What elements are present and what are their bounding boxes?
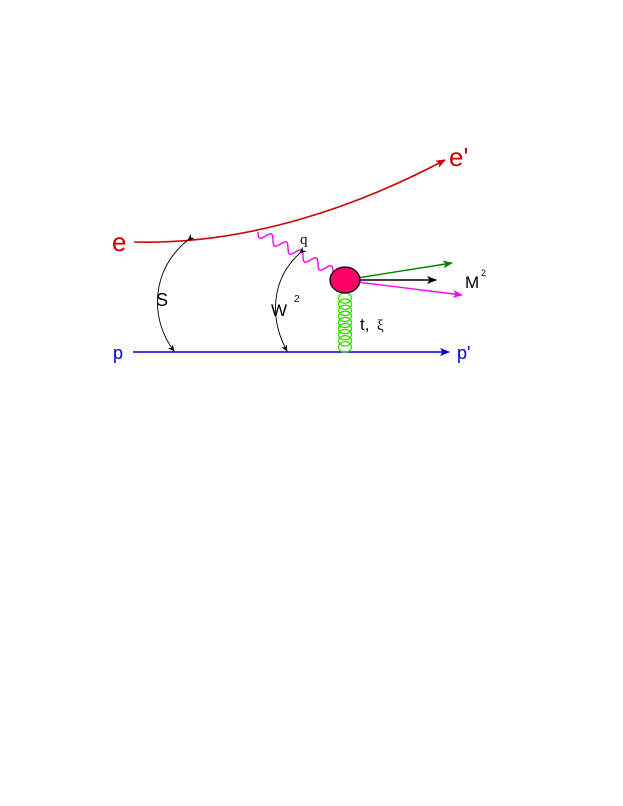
label-s: S bbox=[156, 290, 168, 310]
label-m: M bbox=[465, 273, 479, 292]
label-e-in: e bbox=[112, 227, 126, 257]
label-p-out: p' bbox=[457, 343, 470, 363]
magenta-arrow bbox=[356, 281, 463, 298]
gluon-coil bbox=[337, 322, 353, 335]
w2-arc bbox=[275, 246, 307, 352]
label-xi: ξ bbox=[377, 318, 384, 334]
s-arc bbox=[157, 233, 195, 352]
label-e-out: e' bbox=[449, 142, 468, 172]
gluon-coil bbox=[337, 341, 353, 353]
label-p-in: p bbox=[113, 343, 123, 363]
electron-line bbox=[133, 159, 446, 243]
label-m-sup: 2 bbox=[481, 268, 486, 278]
label-t: t, bbox=[360, 315, 369, 334]
interaction-blob bbox=[329, 266, 361, 294]
gluon-coils bbox=[337, 292, 353, 353]
photon-line bbox=[257, 231, 334, 273]
gluon-coil bbox=[337, 316, 353, 329]
gluon-coil bbox=[337, 328, 353, 341]
gluon-coil bbox=[337, 310, 353, 323]
green-arrow bbox=[356, 260, 453, 279]
gluon-coil bbox=[337, 334, 353, 347]
label-q: q bbox=[300, 232, 308, 248]
gluon-coil bbox=[337, 304, 353, 317]
gluon-coil bbox=[337, 298, 353, 311]
label-w: W bbox=[271, 301, 287, 320]
gluon-coil bbox=[337, 292, 353, 304]
label-w-sup: 2 bbox=[294, 294, 300, 305]
